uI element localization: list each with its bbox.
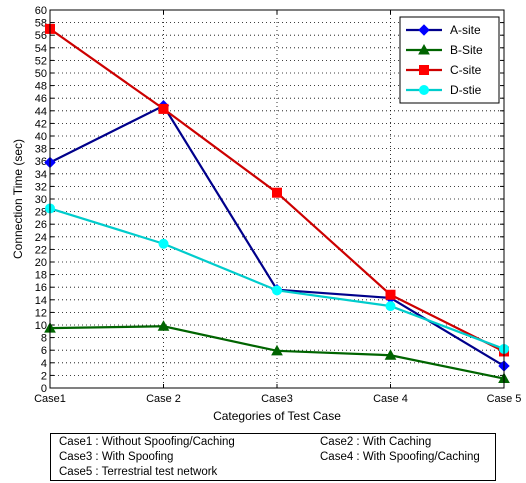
data-point-d-stie (272, 285, 282, 296)
y-tick-label: 54 (35, 43, 47, 55)
legend-label-b-site: B-Site (450, 43, 483, 57)
y-tick-label: 28 (35, 207, 47, 219)
y-tick-label: 48 (35, 81, 47, 93)
legend-label-a-site: A-site (450, 23, 481, 37)
y-tick-label: 10 (35, 320, 47, 332)
y-tick-label: 40 (35, 131, 47, 143)
y-tick-label: 52 (35, 55, 47, 67)
line-chart: 0246810121416182022242628303234363840424… (11, 5, 521, 423)
case-description-box: Case1 : Without Spoofing/Caching Case2 :… (50, 433, 496, 481)
y-tick-label: 18 (35, 270, 47, 282)
y-tick-label: 20 (35, 257, 47, 269)
x-tick-label: Case 4 (373, 393, 408, 405)
x-tick-label: Case 5 (487, 393, 522, 405)
x-tick-label: Case1 (34, 393, 66, 405)
case1-description: Case1 : Without Spoofing/Caching (59, 436, 235, 448)
y-tick-label: 2 (41, 370, 47, 382)
data-point-d-stie (158, 238, 169, 249)
y-tick-label: 22 (35, 244, 47, 256)
y-tick-label: 30 (35, 194, 47, 206)
x-axis-ticks: Case1 Case 2 Case3 Case 4 Case 5 (34, 10, 521, 405)
legend-label-c-site: C-site (450, 63, 482, 77)
y-axis-label: Connection Time (sec) (11, 139, 25, 259)
y-tick-label: 32 (35, 181, 47, 193)
y-tick-label: 24 (35, 232, 47, 244)
legend-box (399, 16, 500, 104)
y-tick-label: 46 (35, 93, 47, 105)
data-point-b-site (157, 320, 170, 331)
data-point-c-site (158, 103, 169, 114)
y-tick-label: 4 (41, 358, 47, 370)
legend: A-site B-Site C-site D-stie (399, 16, 500, 104)
case5-description: Case5 : Terrestrial test network (59, 466, 218, 478)
y-tick-label: 14 (35, 295, 47, 307)
y-axis-ticks: 0246810121416182022242628303234363840424… (35, 5, 504, 395)
plot-frame (49, 9, 505, 389)
y-tick-label: 34 (35, 169, 47, 181)
data-point-b-site (384, 349, 397, 360)
y-tick-label: 26 (35, 219, 47, 231)
legend-marker-b-site (418, 43, 430, 55)
series-group (44, 23, 510, 384)
legend-marker-a-site (418, 24, 430, 36)
case2-description: Case2 : With Caching (320, 436, 432, 448)
plot-border (49, 9, 505, 389)
y-tick-label: 44 (35, 106, 47, 118)
y-tick-label: 12 (35, 307, 47, 319)
y-tick-label: 16 (35, 282, 47, 294)
legend-marker-d-stie (419, 85, 429, 95)
x-axis-label: Categories of Test Case (213, 409, 341, 423)
x-tick-label: Case 2 (146, 393, 181, 405)
y-tick-label: 6 (41, 345, 47, 357)
y-tick-label: 38 (35, 144, 47, 156)
data-point-d-stie (385, 301, 396, 312)
data-point-b-site (271, 344, 283, 356)
y-tick-label: 8 (41, 333, 47, 345)
x-tick-label: Case3 (261, 393, 293, 405)
y-tick-label: 60 (35, 5, 47, 17)
legend-label-d-stie: D-stie (450, 83, 482, 97)
y-tick-label: 36 (35, 156, 47, 168)
y-tick-label: 56 (35, 30, 47, 42)
case4-description: Case4 : With Spoofing/Caching (320, 451, 480, 463)
data-point-c-site (385, 289, 396, 300)
y-tick-label: 0 (41, 383, 47, 395)
case3-description: Case3 : With Spoofing (59, 451, 174, 463)
y-tick-label: 42 (35, 118, 47, 130)
legend-marker-c-site (419, 65, 429, 75)
data-point-c-site (272, 187, 282, 198)
y-tick-label: 50 (35, 68, 47, 80)
y-tick-label: 58 (35, 18, 47, 30)
